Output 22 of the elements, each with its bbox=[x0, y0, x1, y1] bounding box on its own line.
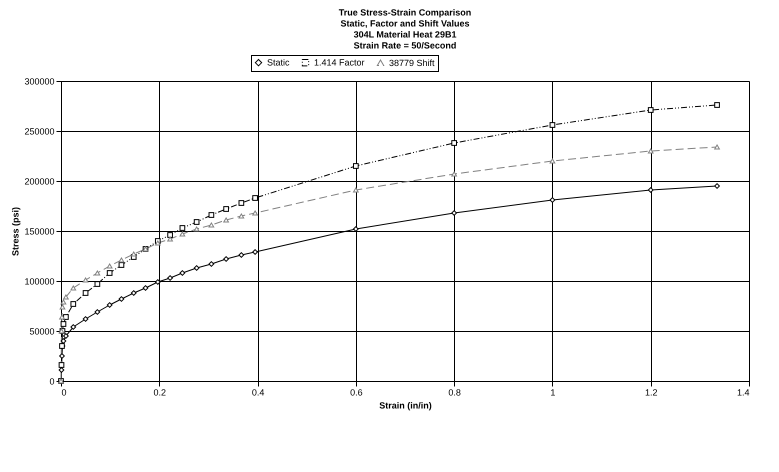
x-tick-label: 0.8 bbox=[448, 388, 461, 398]
x-axis-title: Strain (in/in) bbox=[379, 400, 432, 410]
x-tick-label: 1.4 bbox=[736, 388, 750, 398]
y-tick-label: 0 bbox=[49, 376, 54, 386]
y-axis-title: Stress (psi) bbox=[10, 206, 20, 256]
x-tick-label: 1.2 bbox=[644, 388, 658, 398]
x-tick-label: 0.4 bbox=[252, 388, 264, 398]
x-tick-label: 0.2 bbox=[154, 388, 166, 398]
y-tick-label: 50000 bbox=[29, 326, 54, 336]
legend-label: 1.414 Factor bbox=[314, 58, 365, 68]
y-tick-label: 100000 bbox=[24, 276, 54, 286]
x-tick-label: 1 bbox=[550, 388, 556, 398]
y-tick-label: 150000 bbox=[24, 226, 54, 236]
chart-subtitle: Static, Factor and Shift Values 304L Material Heat 29B1 Strain Rate = 50/Second bbox=[340, 18, 470, 50]
x-tick-label: 0 bbox=[62, 388, 67, 398]
x-tick-label: 0.6 bbox=[350, 388, 363, 398]
chart-title: True Stress-Strain Comparison bbox=[338, 8, 472, 18]
y-tick-label: 250000 bbox=[24, 126, 54, 136]
y-tick-label: 300000 bbox=[24, 76, 54, 86]
legend-label: 38779 Shift bbox=[389, 58, 436, 68]
legend-label: Static bbox=[267, 58, 290, 68]
y-tick-label: 200000 bbox=[24, 176, 54, 186]
